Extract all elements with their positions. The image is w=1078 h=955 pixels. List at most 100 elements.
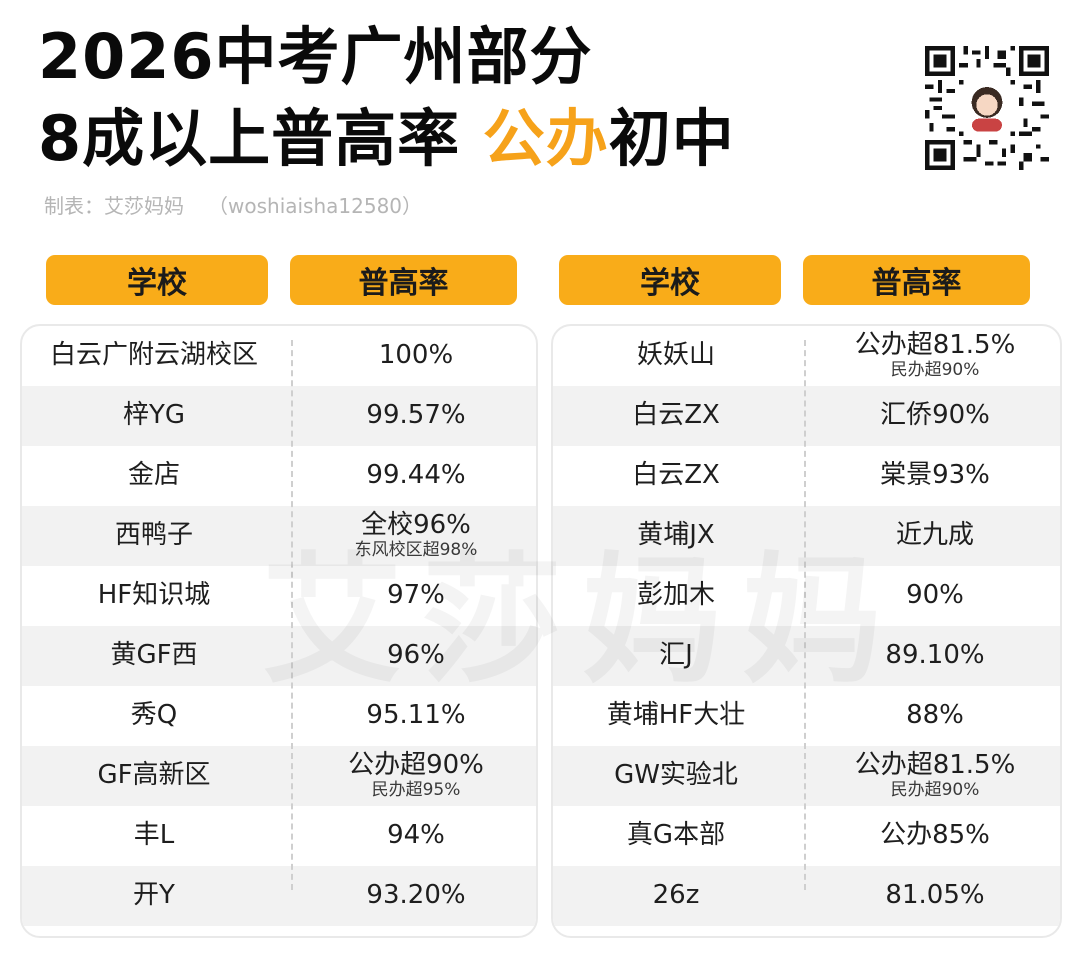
rate-value: 89.10%	[815, 626, 1055, 686]
rate-value: 81.05%	[815, 866, 1055, 926]
rate-value: 99.44%	[296, 446, 536, 506]
school-name: 秀Q	[24, 686, 284, 746]
table-row: 白云ZX 汇侨90%	[553, 386, 1060, 446]
column-divider	[291, 340, 293, 890]
left-rate-header: 普高率	[290, 255, 517, 305]
left-table: 开Y 93.20% 丰L 94% GF高新区 公办超90% 民办超95% 秀Q 95.11% 黄G…	[20, 324, 538, 938]
right-table: 26z 81.05% 真G本部 公办85% GW实验北 公办超81.5% 民办超90% 黄埔H…	[551, 324, 1062, 938]
table-row: 黄GF西 96%	[22, 626, 536, 686]
rate-value: 99.57%	[296, 386, 536, 446]
table-row: 丰L 94%	[22, 806, 536, 866]
school-name: 白云ZX	[553, 386, 806, 446]
table-row: 黄埔HF大壮 88%	[553, 686, 1060, 746]
rate-main-text: 89.10%	[885, 640, 985, 671]
rate-value: 近九成	[815, 506, 1055, 566]
school-name-text: 白云ZX	[632, 460, 720, 491]
rate-note: 民办超90%	[890, 359, 980, 380]
rate-main-text: 汇侨90%	[880, 400, 990, 431]
table-row: 开Y 93.20%	[22, 866, 536, 926]
rate-main-text: 公办85%	[880, 820, 990, 851]
rate-main-text: 99.44%	[366, 460, 466, 491]
school-name: 黄埔JX	[553, 506, 806, 566]
school-name-text: 秀Q	[130, 700, 178, 731]
school-name: 黄埔HF大壮	[553, 686, 806, 746]
right-school-header: 学校	[559, 255, 781, 305]
left-school-header: 学校	[46, 255, 268, 305]
rate-main-text: 93.20%	[366, 880, 466, 911]
school-name-text: HF知识城	[97, 580, 211, 611]
school-name-text: 黄GF西	[110, 640, 198, 671]
table-row: 白云广附云湖校区 100%	[22, 326, 536, 386]
table-row: 彭加木 90%	[553, 566, 1060, 626]
school-name: GW实验北	[553, 746, 806, 806]
school-name: 白云ZX	[553, 446, 806, 506]
table-row: 26z 81.05%	[553, 866, 1060, 926]
credit-handle: （woshiaisha12580）	[208, 194, 423, 218]
school-name-text: 西鸭子	[114, 520, 193, 551]
rate-main-text: 96%	[387, 640, 445, 671]
rate-note: 民办超90%	[890, 779, 980, 800]
rate-main-text: 100%	[378, 340, 454, 371]
table-row: 汇J 89.10%	[553, 626, 1060, 686]
school-name: 真G本部	[553, 806, 806, 866]
school-name: 26z	[553, 866, 806, 926]
title-line-1: 2026中考广州部分	[38, 20, 593, 93]
rate-value: 100%	[296, 326, 536, 386]
school-name: 汇J	[553, 626, 806, 686]
rate-main-text: 公办超90%	[348, 750, 484, 781]
school-name-text: 白云ZX	[632, 400, 720, 431]
school-name: 黄GF西	[24, 626, 284, 686]
school-name: 妖妖山	[553, 326, 806, 386]
rate-value: 97%	[296, 566, 536, 626]
school-name: GF高新区	[24, 746, 284, 806]
table-row: 西鸭子 全校96% 东风校区超98%	[22, 506, 536, 566]
school-name-text: 汇J	[659, 640, 693, 671]
table-row: 秀Q 95.11%	[22, 686, 536, 746]
rate-value: 棠景93%	[815, 446, 1055, 506]
school-name-text: 金店	[127, 460, 180, 491]
school-name-text: 真G本部	[626, 820, 726, 851]
school-name: 开Y	[24, 866, 284, 926]
rate-value: 93.20%	[296, 866, 536, 926]
school-name-text: GW实验北	[614, 760, 738, 791]
rate-note: 东风校区超98%	[354, 539, 478, 560]
school-name-text: 妖妖山	[636, 340, 715, 371]
rate-value: 汇侨90%	[815, 386, 1055, 446]
credit-line: 制表：艾莎妈妈 （woshiaisha12580）	[44, 190, 446, 219]
rate-main-text: 公办超81.5%	[854, 750, 1016, 781]
rate-main-text: 97%	[387, 580, 445, 611]
rate-note: 民办超95%	[371, 779, 461, 800]
table-row: HF知识城 97%	[22, 566, 536, 626]
rate-main-text: 全校96%	[361, 510, 471, 541]
school-name-text: 黄埔HF大壮	[606, 700, 746, 731]
rate-value: 公办超81.5% 民办超90%	[815, 746, 1055, 806]
title-line-2-suffix: 初中	[608, 102, 735, 175]
title-line-2-prefix: 8成以上普高率	[38, 102, 483, 175]
rate-main-text: 94%	[387, 820, 445, 851]
credit-author: 制表：艾莎妈妈	[44, 194, 184, 218]
school-name: 金店	[24, 446, 284, 506]
rate-main-text: 95.11%	[366, 700, 466, 731]
rate-value: 96%	[296, 626, 536, 686]
school-name: 白云广附云湖校区	[24, 326, 284, 386]
title-highlight: 公办	[482, 102, 609, 175]
rate-value: 90%	[815, 566, 1055, 626]
school-name: 丰L	[24, 806, 284, 866]
title-line-2: 8成以上普高率 公办初中	[38, 108, 735, 170]
right-rate-header: 普高率	[803, 255, 1030, 305]
rate-value: 94%	[296, 806, 536, 866]
school-name-text: 黄埔JX	[637, 520, 715, 551]
column-divider	[804, 340, 806, 890]
table-row: GW实验北 公办超81.5% 民办超90%	[553, 746, 1060, 806]
rate-value: 公办超90% 民办超95%	[296, 746, 536, 806]
rate-value: 公办超81.5% 民办超90%	[815, 326, 1055, 386]
qr-code-icon	[925, 46, 1049, 170]
table-row: 黄埔JX 近九成	[553, 506, 1060, 566]
rate-main-text: 99.57%	[366, 400, 466, 431]
school-name-text: 白云广附云湖校区	[49, 340, 258, 371]
rate-main-text: 棠景93%	[880, 460, 990, 491]
table-row: 梓YG 99.57%	[22, 386, 536, 446]
rate-main-text: 公办超81.5%	[854, 330, 1016, 361]
table-row: 白云ZX 棠景93%	[553, 446, 1060, 506]
school-name: 彭加木	[553, 566, 806, 626]
